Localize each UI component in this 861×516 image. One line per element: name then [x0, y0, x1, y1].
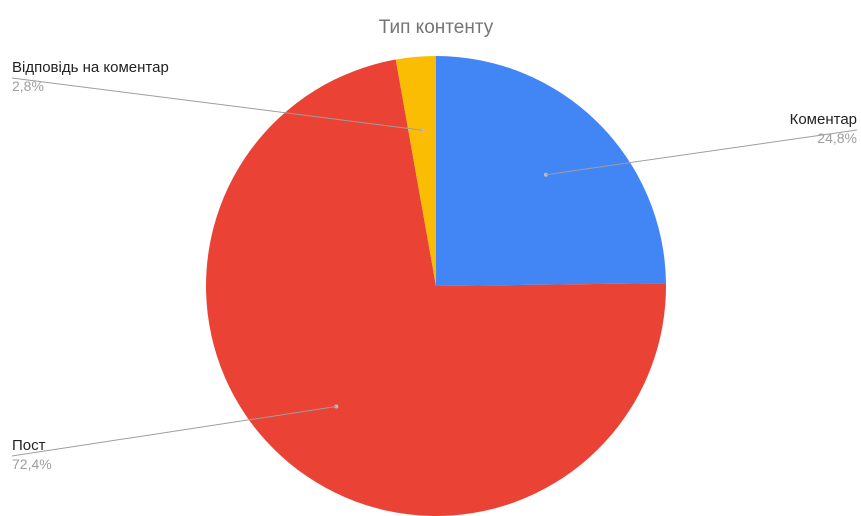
pie-slice-пост[interactable]: [205, 59, 666, 516]
slice-label-відповідь-на-коментар: Відповідь на коментар: [12, 59, 169, 76]
slice-label-пост: Пост: [12, 437, 46, 454]
pie-slice-коментар[interactable]: [436, 56, 666, 286]
slice-label-коментар: Коментар: [790, 111, 857, 128]
pie-slice-відповідь-на-коментар[interactable]: [395, 56, 436, 286]
pie-labels: Коментар 24,8% Пост 72,4% Відповідь на комен…: [11, 59, 858, 472]
leader-line-коментар: [545, 129, 858, 176]
slice-percent-коментар: 24,8%: [817, 130, 857, 146]
slice-percent-пост: 72,4%: [12, 456, 52, 472]
pie-slices: [205, 56, 666, 516]
leader-line-відповідь-на-коментар: [11, 77, 423, 131]
chart-title: Тип контенту: [379, 17, 494, 38]
leader-line-пост: [11, 406, 337, 457]
slice-percent-відповідь-на-коментар: 2,8%: [12, 78, 44, 94]
